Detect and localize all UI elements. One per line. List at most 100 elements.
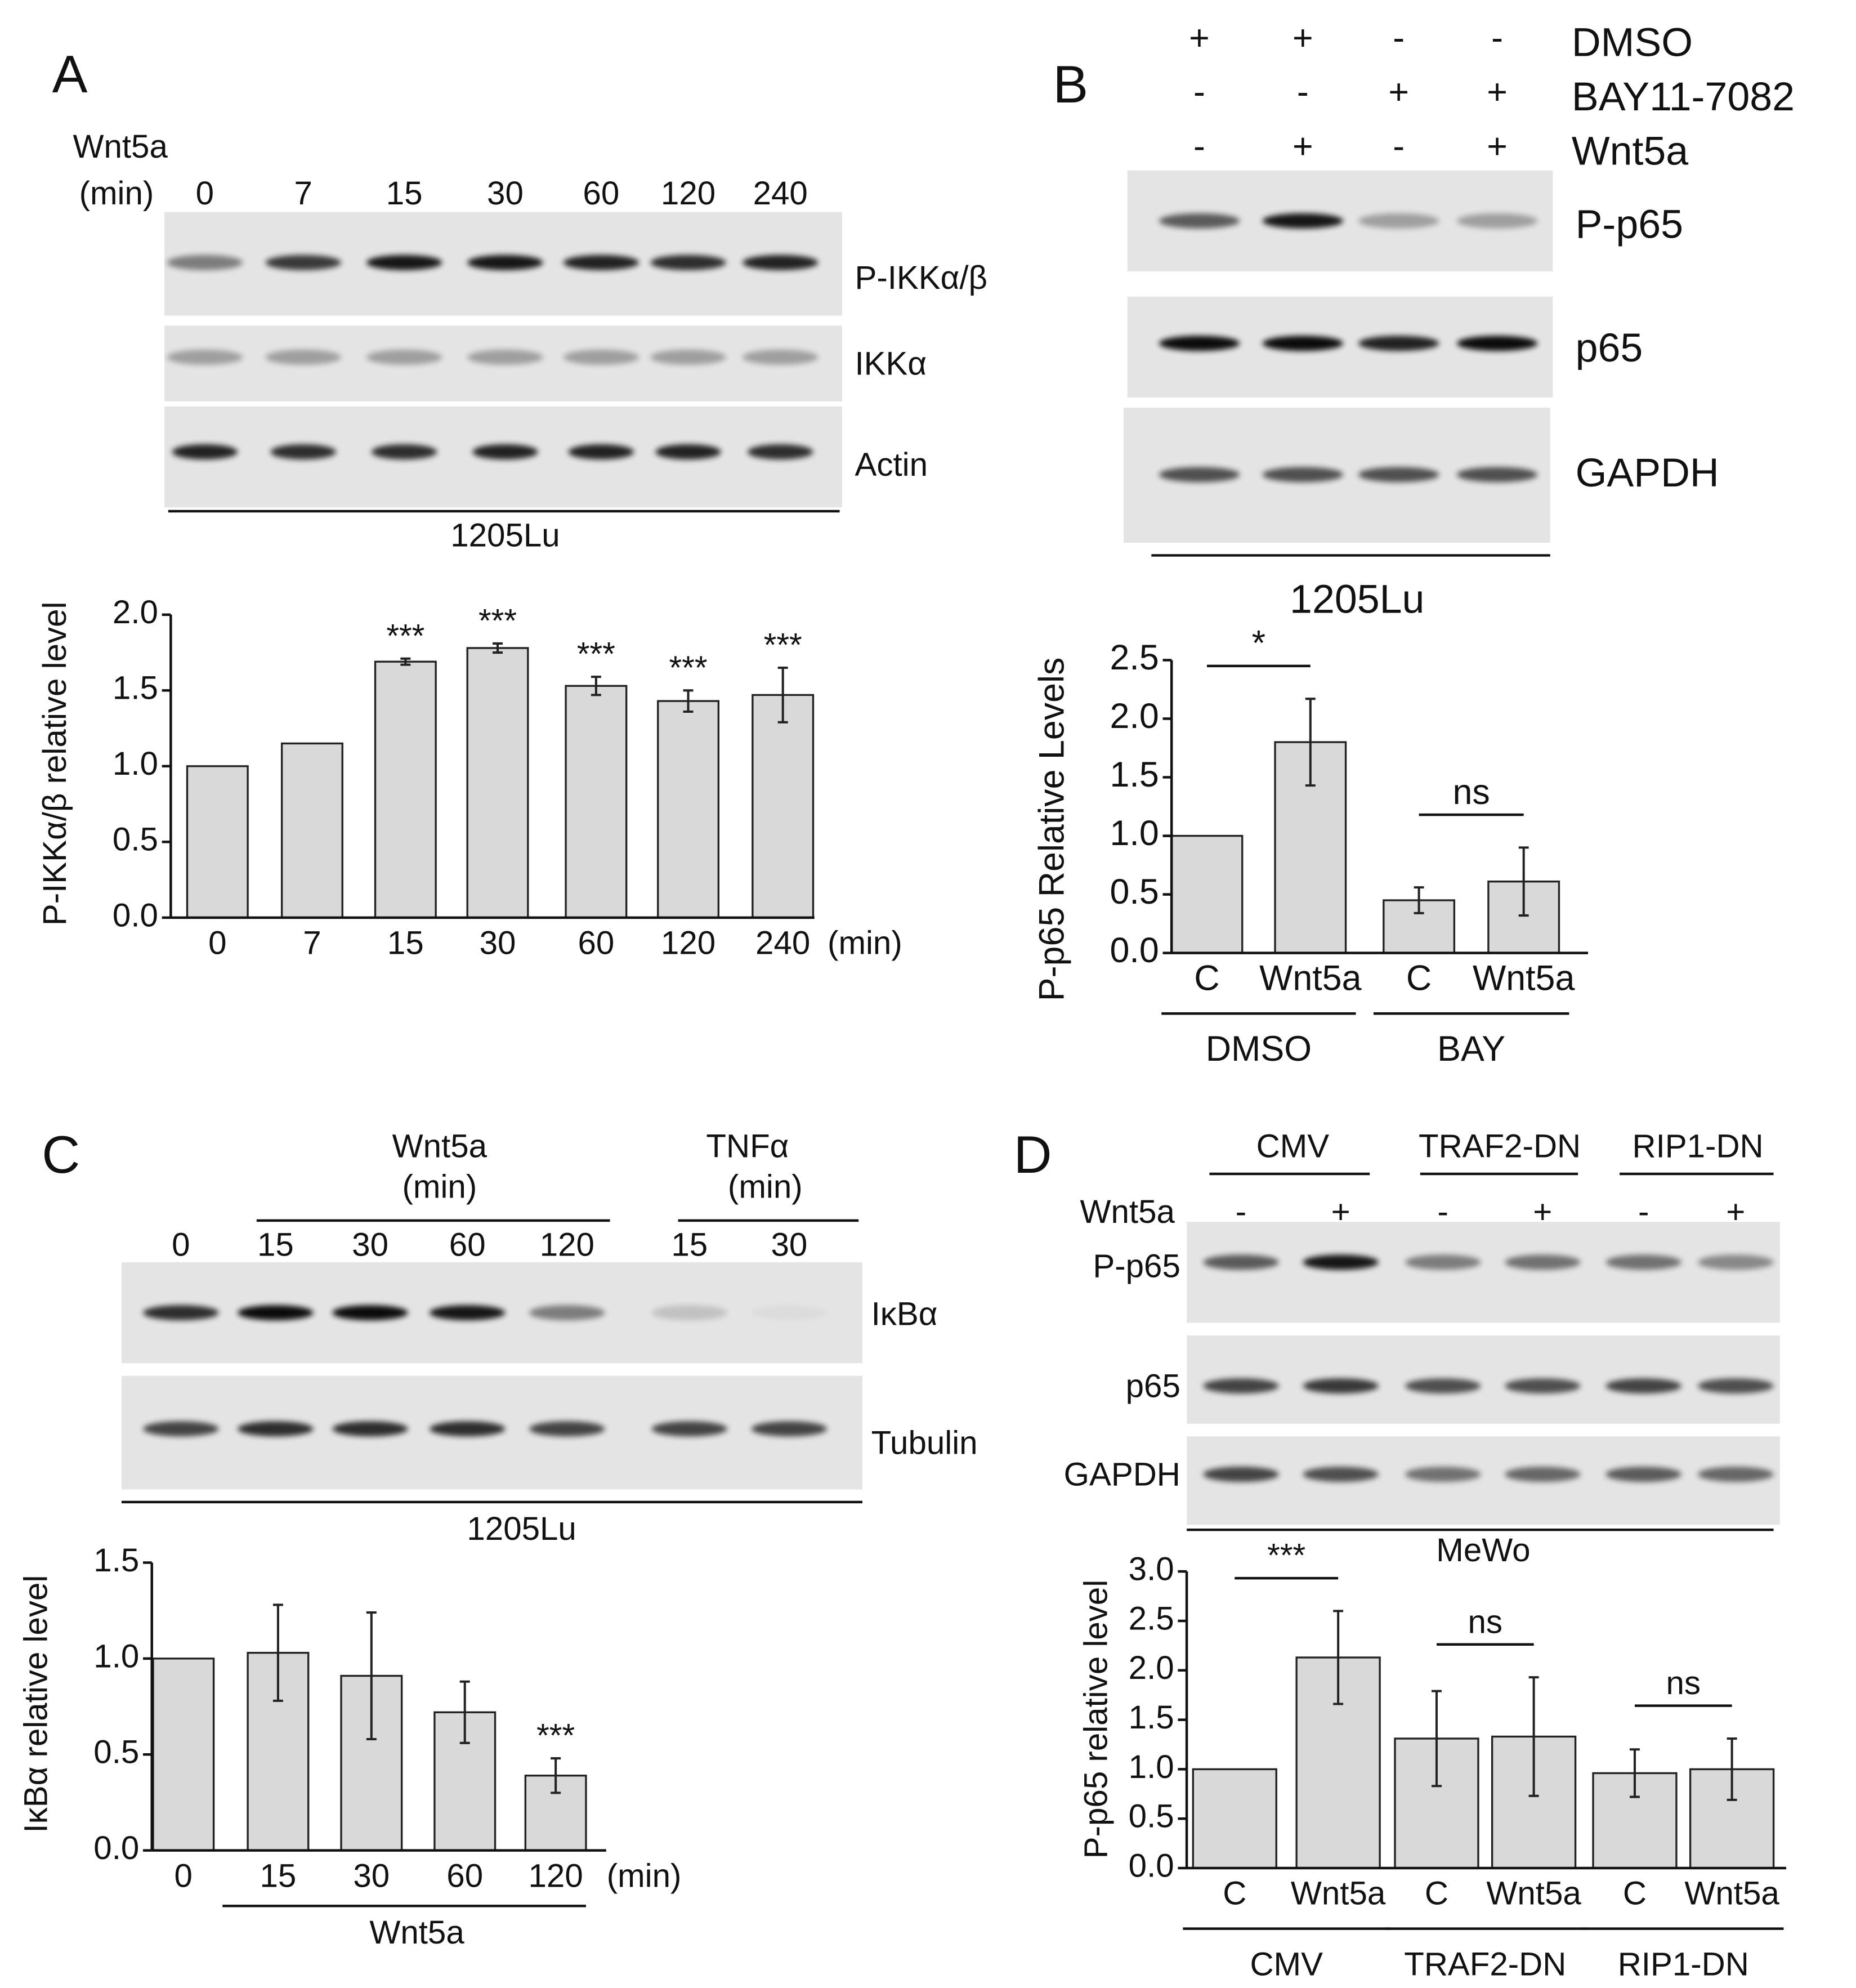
condition-sign: - xyxy=(1193,127,1205,166)
blot-label: P-IKKα/β xyxy=(855,260,987,296)
blot-membrane xyxy=(1187,1436,1780,1525)
panel-letter: C xyxy=(42,1125,80,1184)
blot-band xyxy=(429,1421,506,1437)
blot-band xyxy=(1505,1254,1581,1270)
y-tick-label: 1.0 xyxy=(93,1638,139,1674)
x-tick-label: 120 xyxy=(529,1857,583,1894)
x-tick-label: Wnt5a xyxy=(1291,1875,1386,1912)
bar xyxy=(152,1658,215,1852)
error-bar xyxy=(591,676,601,696)
lane-label: 15 xyxy=(671,1226,708,1263)
error-bar xyxy=(551,1757,561,1794)
blot-band xyxy=(1698,1254,1774,1270)
blot-label: GAPDH xyxy=(1064,1456,1180,1493)
blot-band xyxy=(265,350,342,365)
blot-band xyxy=(265,254,342,270)
condition-sign: - xyxy=(1297,73,1309,112)
x-tick-label: 120 xyxy=(661,925,715,962)
y-tick-label: 2.0 xyxy=(1110,696,1159,736)
bar xyxy=(1170,834,1244,954)
blot-band xyxy=(529,1305,605,1321)
x-tick-label: 30 xyxy=(353,1857,390,1894)
significance-label: ns xyxy=(1666,1665,1701,1701)
blot-band xyxy=(366,254,442,270)
y-tick-label: 2.5 xyxy=(1129,1600,1174,1637)
lane-label: 0 xyxy=(172,1226,190,1263)
blot-band xyxy=(1505,1378,1581,1394)
blot-band xyxy=(332,1421,408,1437)
blot-band xyxy=(563,254,639,270)
lane-label: 15 xyxy=(257,1226,294,1263)
y-tick-label: 2.0 xyxy=(113,594,158,631)
lane-label: 240 xyxy=(753,175,808,212)
y-tick-label: 1.5 xyxy=(1110,755,1159,794)
y-tick-label: 1.5 xyxy=(93,1542,139,1579)
y-axis-label: IκBα relative level xyxy=(17,1575,54,1833)
blot-band xyxy=(172,444,238,460)
significance-label: ns xyxy=(1452,772,1490,812)
error-bar xyxy=(1528,1676,1539,1797)
condition-sign: - xyxy=(1638,1194,1649,1230)
y-tick-label: 1.0 xyxy=(113,745,158,782)
panel-letter: B xyxy=(1053,55,1088,114)
x-tick-label: Wnt5a xyxy=(1473,959,1575,998)
lane-label: 30 xyxy=(487,175,524,212)
condition-sign: - xyxy=(1393,18,1405,57)
panel-letter: A xyxy=(52,44,88,104)
blot-band xyxy=(1456,336,1538,351)
significance-label: *** xyxy=(764,627,802,663)
group-label: RIP1-DN xyxy=(1618,1946,1749,1982)
error-bar xyxy=(1518,846,1529,917)
blot-band xyxy=(143,1421,219,1437)
blot-band xyxy=(1605,1378,1681,1394)
cell-line-label: 1205Lu xyxy=(1290,577,1424,622)
blot-band xyxy=(238,1305,314,1321)
bar xyxy=(1192,1768,1277,1869)
error-bar xyxy=(777,666,788,723)
error-bar xyxy=(683,689,694,713)
y-tick-label: 1.0 xyxy=(1129,1749,1174,1785)
blot-label: Actin xyxy=(855,446,928,483)
blot-label: p65 xyxy=(1126,1368,1180,1404)
blot-band xyxy=(1159,467,1240,483)
significance-label: *** xyxy=(1267,1538,1305,1574)
y-tick-label: 0.5 xyxy=(1129,1798,1174,1835)
x-tick-label: C xyxy=(1623,1875,1647,1912)
y-tick-label: 2.0 xyxy=(1129,1650,1174,1686)
blot-band xyxy=(167,350,243,365)
bar xyxy=(752,694,815,919)
significance-label: *** xyxy=(386,618,424,654)
y-tick-label: 0.0 xyxy=(113,897,158,933)
x-tick-label: Wnt5a xyxy=(1684,1875,1779,1912)
x-tick-label: 15 xyxy=(260,1857,297,1894)
condition-label: Wnt5a xyxy=(1080,1194,1175,1230)
treatment-label: Wnt5a xyxy=(73,128,168,165)
x-tick-label: C xyxy=(1194,959,1219,998)
blot-band xyxy=(751,1421,828,1437)
condition-sign: + xyxy=(1189,18,1210,57)
y-axis-label: P-p65 Relative Levels xyxy=(1032,658,1071,1002)
condition-sign: + xyxy=(1487,73,1508,112)
blot-band xyxy=(1358,213,1439,229)
lane-label: 7 xyxy=(294,175,312,212)
y-tick-label: 1.0 xyxy=(1110,814,1159,853)
error-bar xyxy=(493,642,503,654)
error-bar xyxy=(1414,886,1424,914)
lane-label: 120 xyxy=(661,175,715,212)
group-label: BAY xyxy=(1437,1029,1505,1069)
blot-label: IKKα xyxy=(855,346,927,382)
y-tick-label: 1.5 xyxy=(113,670,158,707)
blot-band xyxy=(1303,1467,1379,1482)
blot-band xyxy=(752,1305,828,1320)
blot-band xyxy=(651,1421,728,1437)
condition-sign: - xyxy=(1491,18,1503,57)
x-tick-label: 240 xyxy=(755,925,810,962)
blot-band xyxy=(1456,467,1538,483)
blot-band xyxy=(371,444,437,460)
condition-sign: - xyxy=(1393,127,1405,166)
group-label: RIP1-DN xyxy=(1633,1128,1764,1165)
condition-label: DMSO xyxy=(1572,20,1693,65)
blot-band xyxy=(1203,1254,1279,1270)
bar xyxy=(565,685,628,919)
